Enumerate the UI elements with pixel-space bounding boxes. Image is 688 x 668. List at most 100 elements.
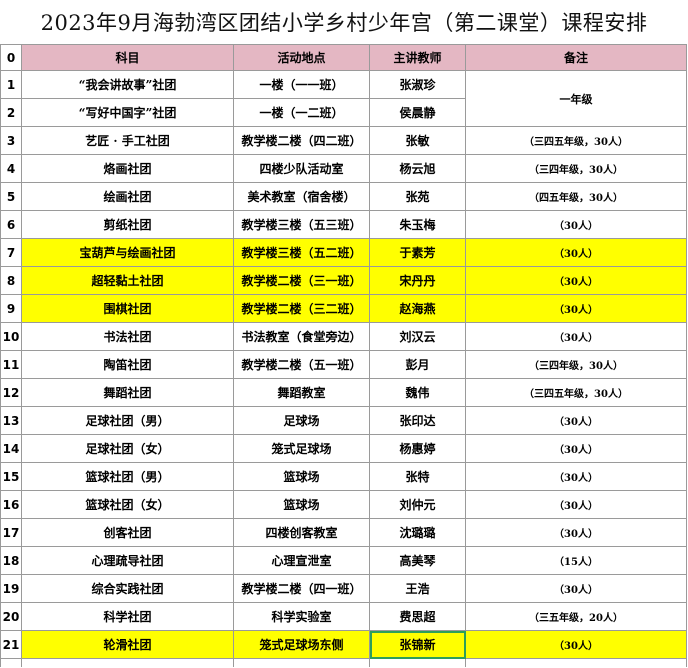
- cell-teacher[interactable]: 高美琴: [369, 546, 466, 575]
- cell-subject[interactable]: 创客社团: [21, 518, 234, 547]
- cell-teacher[interactable]: 费思超: [369, 602, 466, 631]
- cell-subject[interactable]: 篮球社团（女）: [21, 490, 234, 519]
- cell-notes[interactable]: （三五年级，20人）: [465, 602, 687, 631]
- empty-cell[interactable]: [233, 658, 370, 667]
- cell-location[interactable]: 书法教室（食堂旁边）: [233, 322, 370, 351]
- cell-notes[interactable]: （30人）: [465, 266, 687, 295]
- cell-subject[interactable]: 剪纸社团: [21, 210, 234, 239]
- row-index[interactable]: 19: [0, 574, 22, 603]
- row-index[interactable]: 9: [0, 294, 22, 323]
- cell-location[interactable]: 舞蹈教室: [233, 378, 370, 407]
- row-index[interactable]: 18: [0, 546, 22, 575]
- empty-cell[interactable]: [465, 658, 687, 667]
- cell-location[interactable]: 四楼少队活动室: [233, 154, 370, 183]
- cell-subject[interactable]: 心理疏导社团: [21, 546, 234, 575]
- row-index[interactable]: 3: [0, 126, 22, 155]
- cell-notes[interactable]: （30人）: [465, 210, 687, 239]
- cell-teacher[interactable]: 杨云旭: [369, 154, 466, 183]
- cell-subject[interactable]: 科学社团: [21, 602, 234, 631]
- cell-subject[interactable]: 足球社团（男）: [21, 406, 234, 435]
- row-index[interactable]: 4: [0, 154, 22, 183]
- cell-location[interactable]: 心理宣泄室: [233, 546, 370, 575]
- cell-teacher[interactable]: 沈璐璐: [369, 518, 466, 547]
- row-index[interactable]: 1: [0, 70, 22, 99]
- cell-subject[interactable]: 宝葫芦与绘画社团: [21, 238, 234, 267]
- row-index[interactable]: 13: [0, 406, 22, 435]
- cell-subject[interactable]: 绘画社团: [21, 182, 234, 211]
- cell-notes[interactable]: （30人）: [465, 630, 687, 659]
- cell-teacher[interactable]: 刘汉云: [369, 322, 466, 351]
- row-index[interactable]: 2: [0, 98, 22, 127]
- cell-subject[interactable]: 超轻黏土社团: [21, 266, 234, 295]
- row-index[interactable]: 14: [0, 434, 22, 463]
- cell-teacher[interactable]: 刘仲元: [369, 490, 466, 519]
- cell-notes[interactable]: （30人）: [465, 238, 687, 267]
- cell-notes[interactable]: （30人）: [465, 322, 687, 351]
- cell-teacher[interactable]: 张锦新: [369, 630, 466, 659]
- cell-subject[interactable]: 舞蹈社团: [21, 378, 234, 407]
- row-index[interactable]: 7: [0, 238, 22, 267]
- cell-notes[interactable]: （三四五年级，30人）: [465, 126, 687, 155]
- cell-location[interactable]: 教学楼二楼（四二班）: [233, 126, 370, 155]
- cell-location[interactable]: 教学楼二楼（三二班）: [233, 294, 370, 323]
- header-subject[interactable]: 科目: [21, 44, 234, 71]
- cell-notes[interactable]: （30人）: [465, 574, 687, 603]
- cell-teacher[interactable]: 宋丹丹: [369, 266, 466, 295]
- cell-teacher[interactable]: 张印达: [369, 406, 466, 435]
- header-teacher[interactable]: 主讲教师: [369, 44, 466, 71]
- cell-subject[interactable]: 轮滑社团: [21, 630, 234, 659]
- cell-location[interactable]: 篮球场: [233, 462, 370, 491]
- cell-teacher[interactable]: 于素芳: [369, 238, 466, 267]
- cell-subject[interactable]: “写好中国字”社团: [21, 98, 234, 127]
- cell-location[interactable]: 足球场: [233, 406, 370, 435]
- cell-location[interactable]: 笼式足球场东侧: [233, 630, 370, 659]
- cell-teacher[interactable]: 朱玉梅: [369, 210, 466, 239]
- empty-cell[interactable]: [369, 658, 466, 667]
- cell-subject[interactable]: “我会讲故事”社团: [21, 70, 234, 99]
- empty-cell[interactable]: [0, 658, 22, 667]
- cell-subject[interactable]: 足球社团（女）: [21, 434, 234, 463]
- cell-teacher[interactable]: 张淑珍: [369, 70, 466, 99]
- cell-location[interactable]: 一楼（一一班）: [233, 70, 370, 99]
- cell-subject[interactable]: 艺匠 · 手工社团: [21, 126, 234, 155]
- cell-notes[interactable]: （三四年级，30人）: [465, 350, 687, 379]
- cell-teacher[interactable]: 王浩: [369, 574, 466, 603]
- row-index[interactable]: 8: [0, 266, 22, 295]
- cell-location[interactable]: 笼式足球场: [233, 434, 370, 463]
- cell-location[interactable]: 篮球场: [233, 490, 370, 519]
- cell-location[interactable]: 一楼（一二班）: [233, 98, 370, 127]
- cell-teacher[interactable]: 赵海燕: [369, 294, 466, 323]
- row-index[interactable]: 11: [0, 350, 22, 379]
- cell-notes[interactable]: （30人）: [465, 462, 687, 491]
- cell-teacher[interactable]: 张特: [369, 462, 466, 491]
- cell-subject[interactable]: 篮球社团（男）: [21, 462, 234, 491]
- row-index[interactable]: 6: [0, 210, 22, 239]
- cell-subject[interactable]: 烙画社团: [21, 154, 234, 183]
- cell-teacher[interactable]: 杨惠婷: [369, 434, 466, 463]
- cell-notes[interactable]: （30人）: [465, 406, 687, 435]
- cell-notes[interactable]: （30人）: [465, 294, 687, 323]
- cell-notes-merged[interactable]: 一年级: [465, 70, 687, 127]
- cell-notes[interactable]: （四五年级，30人）: [465, 182, 687, 211]
- empty-cell[interactable]: [21, 658, 234, 667]
- header-index[interactable]: 0: [0, 44, 22, 71]
- cell-location[interactable]: 教学楼三楼（五三班）: [233, 210, 370, 239]
- cell-subject[interactable]: 书法社团: [21, 322, 234, 351]
- cell-location[interactable]: 教学楼三楼（五二班）: [233, 238, 370, 267]
- cell-notes[interactable]: （15人）: [465, 546, 687, 575]
- cell-notes[interactable]: （30人）: [465, 434, 687, 463]
- header-location[interactable]: 活动地点: [233, 44, 370, 71]
- cell-teacher[interactable]: 张苑: [369, 182, 466, 211]
- cell-teacher[interactable]: 彭月: [369, 350, 466, 379]
- row-index[interactable]: 17: [0, 518, 22, 547]
- row-index[interactable]: 5: [0, 182, 22, 211]
- row-index[interactable]: 15: [0, 462, 22, 491]
- cell-subject[interactable]: 围棋社团: [21, 294, 234, 323]
- header-notes[interactable]: 备注: [465, 44, 687, 71]
- row-index[interactable]: 10: [0, 322, 22, 351]
- cell-teacher[interactable]: 魏伟: [369, 378, 466, 407]
- cell-location[interactable]: 四楼创客教室: [233, 518, 370, 547]
- cell-notes[interactable]: （三四年级，30人）: [465, 154, 687, 183]
- cell-location[interactable]: 教学楼二楼（五一班）: [233, 350, 370, 379]
- cell-notes[interactable]: （30人）: [465, 518, 687, 547]
